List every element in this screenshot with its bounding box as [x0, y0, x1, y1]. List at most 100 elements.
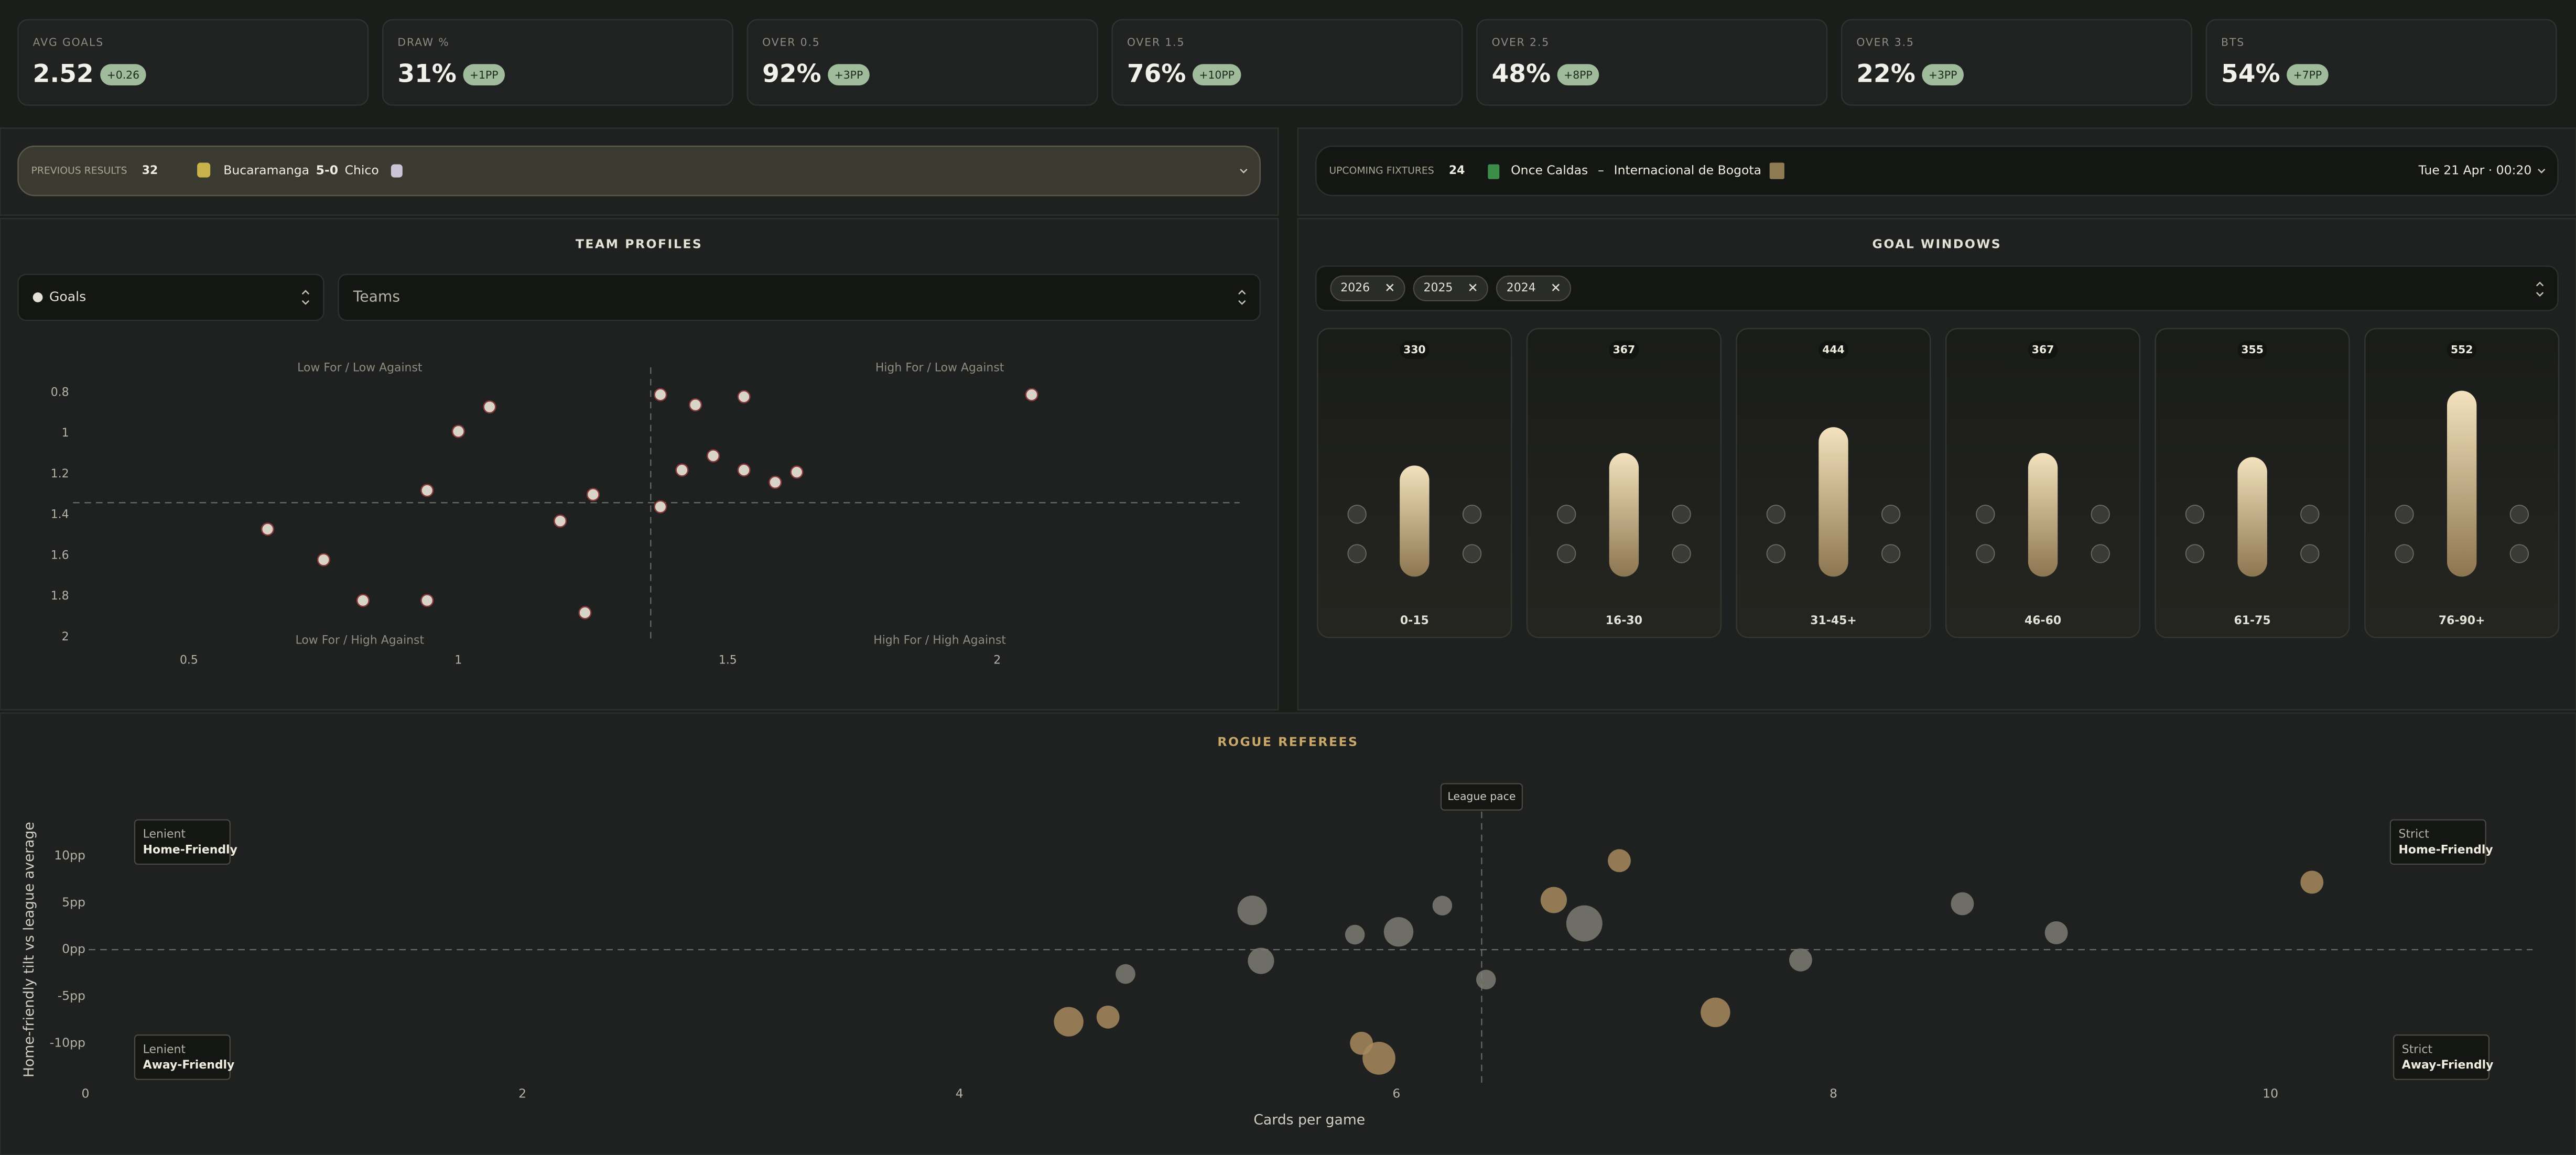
stat-delta: +10PP [1199, 69, 1235, 81]
season-filter[interactable] [1315, 265, 2559, 311]
x-tick-label: 2 [518, 1086, 526, 1100]
dropdown-caret [1240, 169, 1248, 173]
team-point [420, 484, 434, 497]
corner-label-box [134, 819, 231, 865]
chip-remove[interactable] [1386, 284, 1394, 291]
referee-bubble [1789, 948, 1812, 972]
stat-label: OVER 0.5 [762, 36, 820, 49]
referees-panel [0, 712, 2576, 1155]
y-axis-title: Home-friendly tilt vs league average [21, 822, 37, 1077]
y-tick-label: 2 [62, 630, 69, 644]
panel-title: TEAM PROFILES [576, 237, 702, 252]
referee-bubble [1096, 1005, 1120, 1029]
referee-bubble [1608, 849, 1631, 873]
stat-value: 76% [1127, 60, 1186, 89]
team-point [790, 465, 804, 479]
stat-value: 54% [2221, 60, 2280, 89]
count-pill [2447, 341, 2477, 359]
stat-label: OVER 2.5 [1492, 36, 1550, 49]
teams-dropdown[interactable] [338, 274, 1261, 321]
bar-value-label: 355 [2241, 343, 2263, 356]
quadrant-label: Low For / Low Against [297, 361, 423, 374]
team-point [707, 449, 720, 463]
stat-delta-pill [1557, 64, 1599, 86]
category-label: 46-60 [2025, 614, 2061, 627]
referee-bubble [1345, 924, 1365, 945]
stat-delta-pill [1922, 64, 1964, 86]
referee-bubble [1248, 947, 1274, 974]
team-crest [1557, 544, 1576, 563]
team-point [737, 390, 751, 404]
league-pace-label: League pace [1447, 790, 1516, 803]
referee-bubble [2300, 870, 2324, 894]
corner-label-subtitle: Home-Friendly [2399, 843, 2493, 856]
stat-value: 92% [762, 60, 821, 89]
y-tick-label: 10pp [54, 848, 85, 863]
select-caret [2536, 281, 2544, 297]
filter-chip[interactable] [1413, 275, 1488, 301]
team-point [675, 463, 689, 477]
previous-results-dropdown[interactable] [17, 145, 1261, 197]
y-tick-label: 1 [62, 427, 69, 440]
count-pill [1609, 341, 1639, 359]
referee-bubble [1054, 1007, 1084, 1037]
bar [2447, 390, 2477, 577]
corner-label-box [2393, 1034, 2490, 1080]
corner-label-title: Strict [2402, 1043, 2433, 1056]
referee-bubble [1237, 895, 1267, 925]
stat-delta: +0.26 [107, 69, 139, 81]
corner-label-subtitle: Away-Friendly [143, 1059, 235, 1072]
panel-title: ROGUE REFEREES [1217, 735, 1358, 749]
bar [2028, 453, 2058, 577]
stat-delta-pill [828, 64, 870, 86]
x-tick-label: 4 [956, 1086, 964, 1100]
home-team: Bucaramanga [223, 163, 309, 178]
team-point [483, 400, 496, 414]
team-point [451, 424, 465, 438]
filter-chip[interactable] [1330, 275, 1405, 301]
team-crest [1881, 544, 1901, 563]
team-point [654, 388, 667, 401]
referee-bubble [1476, 969, 1496, 990]
stat-label: OVER 3.5 [1856, 36, 1914, 49]
upcoming-fixtures-dropdown[interactable] [1315, 145, 2559, 197]
stat-delta: +1PP [470, 69, 499, 81]
dropdown-caret [2538, 169, 2546, 173]
select-caret [301, 290, 310, 305]
team-badge [391, 164, 403, 178]
team-point [420, 594, 434, 607]
stat-value: 31% [397, 60, 456, 89]
quadrant-label: Low For / High Against [296, 634, 425, 647]
team-point [654, 500, 667, 514]
previous-results-count: 32 [142, 164, 158, 177]
filter-chip[interactable] [1496, 275, 1572, 301]
team-point [261, 522, 275, 536]
team-badge [1488, 164, 1500, 179]
stat-delta-pill [1192, 64, 1241, 86]
chip-remove[interactable] [1469, 284, 1477, 291]
x-tick-label: 6 [1392, 1086, 1400, 1100]
chip-remove[interactable] [1552, 284, 1560, 291]
corner-label-subtitle: Away-Friendly [2402, 1059, 2494, 1072]
team-crest [2509, 544, 2529, 563]
team-crest [1881, 505, 1901, 524]
filter-chip-label: 2026 [1340, 281, 1370, 295]
stat-value: 2.52 [33, 60, 94, 89]
bar-value-label: 444 [1822, 343, 1844, 356]
x-tick-label: 2 [993, 653, 1001, 667]
previous-results-label: PREVIOUS RESULTS [31, 166, 127, 177]
referee-bubble [1540, 887, 1567, 913]
filter-chip-label: 2024 [1507, 281, 1536, 295]
stat-label: AVG GOALS [33, 36, 104, 49]
bar-value-label: 367 [2032, 343, 2054, 356]
y-tick-label: 1.8 [51, 590, 69, 603]
metric-dropdown[interactable] [17, 274, 324, 321]
bar-value-label: 367 [1613, 343, 1635, 356]
category-label: 61-75 [2234, 614, 2271, 627]
fixture-kickoff: Tue 21 Apr · 00:20 [2418, 163, 2532, 178]
stat-delta-pill [100, 64, 146, 86]
team-point [769, 475, 782, 489]
y-tick-label: 1.4 [51, 508, 69, 521]
category-label: 16-30 [1606, 614, 1642, 627]
